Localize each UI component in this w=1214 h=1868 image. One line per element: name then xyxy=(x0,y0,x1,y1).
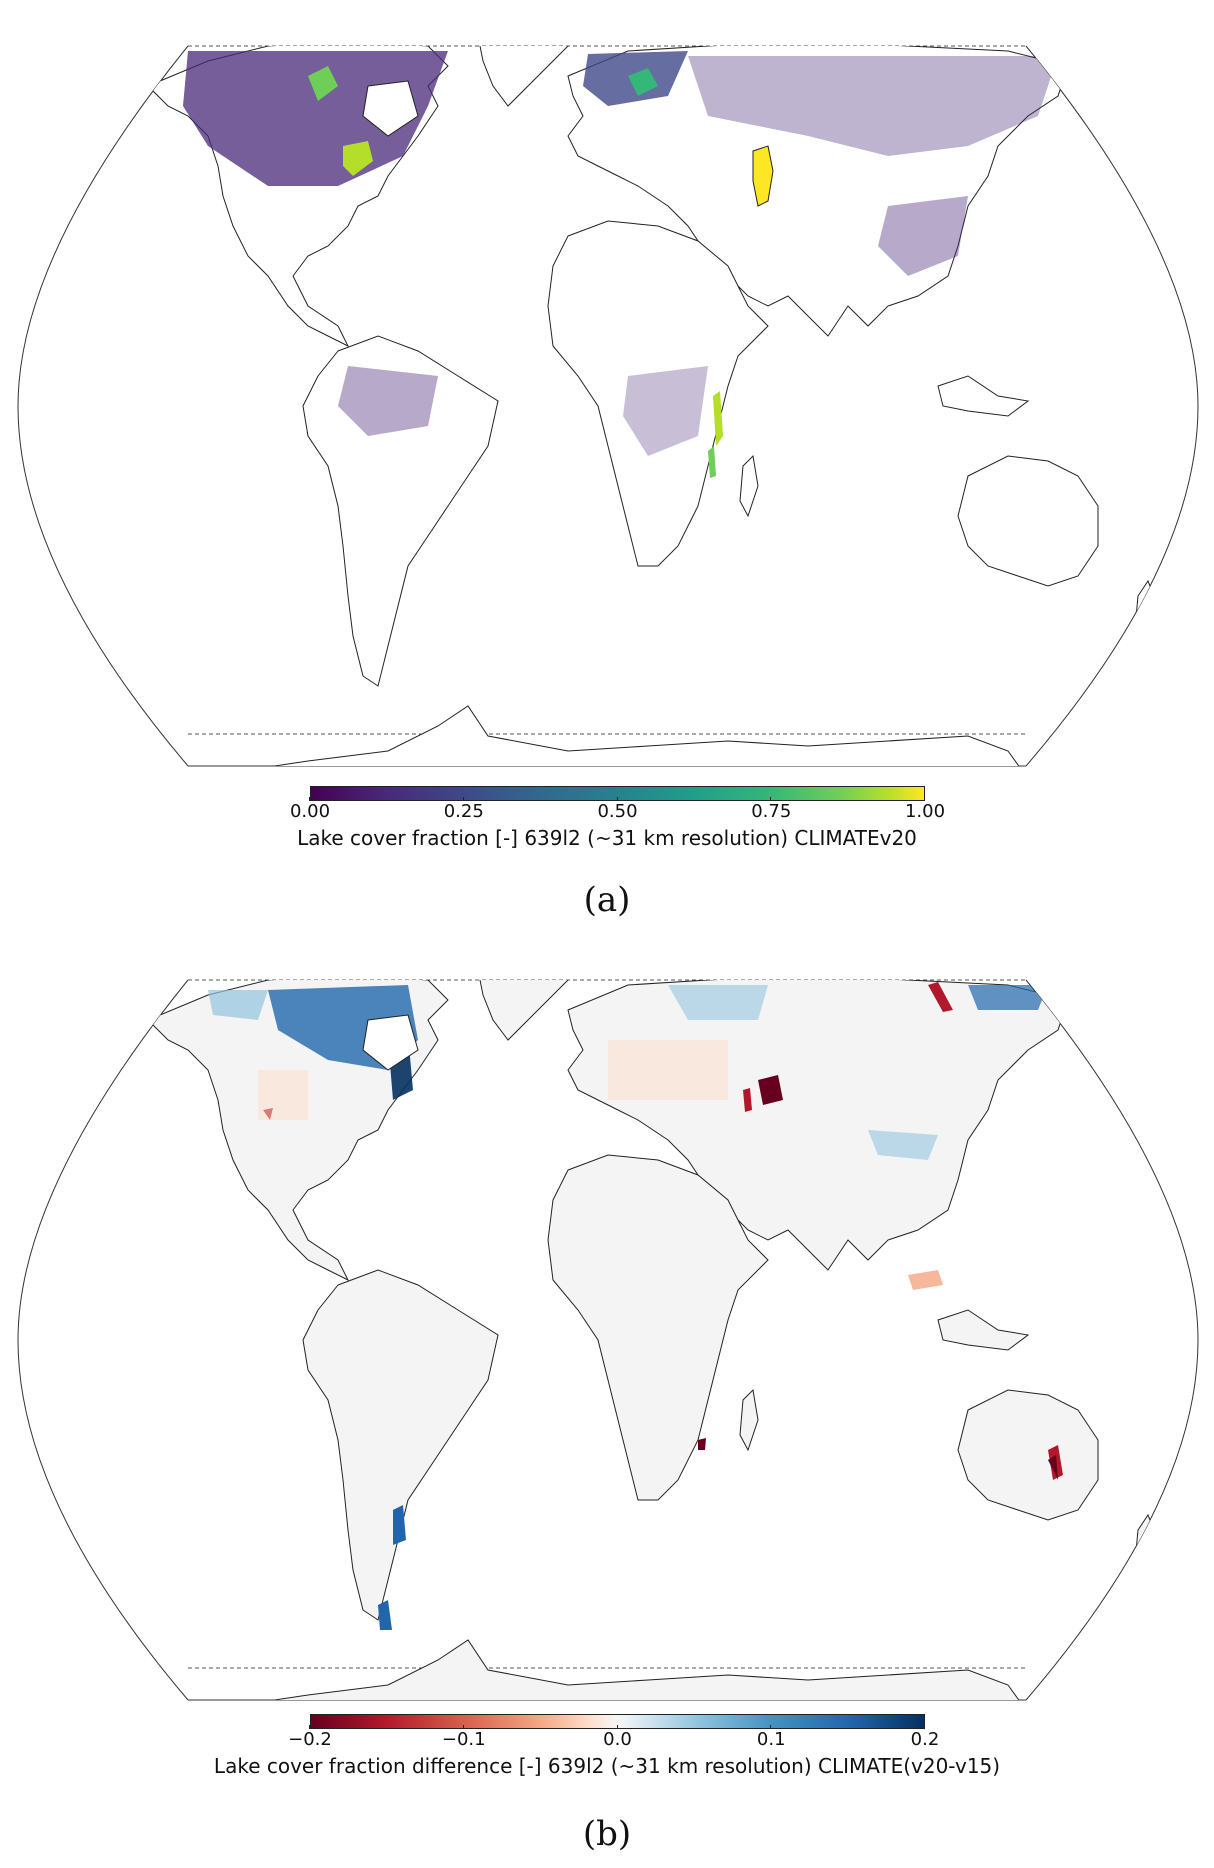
south-america xyxy=(302,1269,499,1621)
colorbar-label: Lake cover fraction [-] 639l2 (~31 km re… xyxy=(297,826,917,850)
australia xyxy=(957,1389,1099,1521)
colorbar-viridis xyxy=(310,786,925,801)
tick-label: 0.75 xyxy=(731,797,811,823)
tick-label: 0.50 xyxy=(578,797,658,823)
colorbar-ticks: 0.00 0.25 0.50 0.75 1.00 xyxy=(290,797,945,825)
africa xyxy=(547,1154,769,1501)
se-asia-islands xyxy=(937,375,1030,417)
tick-label: −0.1 xyxy=(424,1725,504,1751)
great-lakes xyxy=(343,141,373,176)
south-america xyxy=(302,335,499,687)
antarctica xyxy=(207,1639,1027,1700)
madagascar xyxy=(739,454,759,518)
tick-label: 0.25 xyxy=(424,797,504,823)
panel-caption: (a) xyxy=(583,880,631,920)
new-zealand xyxy=(1135,579,1159,627)
se-asia-islands xyxy=(937,1309,1030,1351)
colorbar-ticks: −0.2 −0.1 0.0 0.1 0.2 xyxy=(288,1725,939,1753)
hudson-bay xyxy=(362,1014,419,1071)
lake-difference-map xyxy=(17,979,1199,1701)
tick-label: 0.00 xyxy=(270,797,350,823)
antarctica xyxy=(207,705,1027,766)
hudson-bay xyxy=(362,80,419,137)
caspian-sea xyxy=(752,145,774,207)
new-zealand xyxy=(1135,1513,1159,1561)
rift-lakes xyxy=(713,391,723,446)
tick-label: 0.1 xyxy=(731,1725,811,1751)
panel-b: −0.2 −0.1 0.0 0.1 0.2 Lake cover fractio… xyxy=(0,934,1214,1868)
greenland xyxy=(477,980,569,1041)
lake-data-overlay xyxy=(183,51,1058,478)
colorbar-rdbu xyxy=(310,1714,925,1729)
caspian-region xyxy=(758,1075,783,1105)
greenland xyxy=(477,46,569,107)
lake-fraction-map xyxy=(17,45,1199,767)
madagascar xyxy=(739,1388,759,1452)
tick-label: 0.2 xyxy=(885,1725,965,1751)
tick-label: −0.2 xyxy=(270,1725,350,1751)
tick-label: 1.00 xyxy=(885,797,965,823)
panel-caption: (b) xyxy=(582,1814,632,1854)
australia xyxy=(957,455,1099,587)
colorbar-label: Lake cover fraction difference [-] 639l2… xyxy=(213,1754,1001,1778)
tick-label: 0.0 xyxy=(578,1725,658,1751)
africa xyxy=(547,220,769,567)
difference-data-overlay xyxy=(208,982,1063,1630)
panel-a: 0.00 0.25 0.50 0.75 1.00 Lake cover frac… xyxy=(17,45,1199,920)
